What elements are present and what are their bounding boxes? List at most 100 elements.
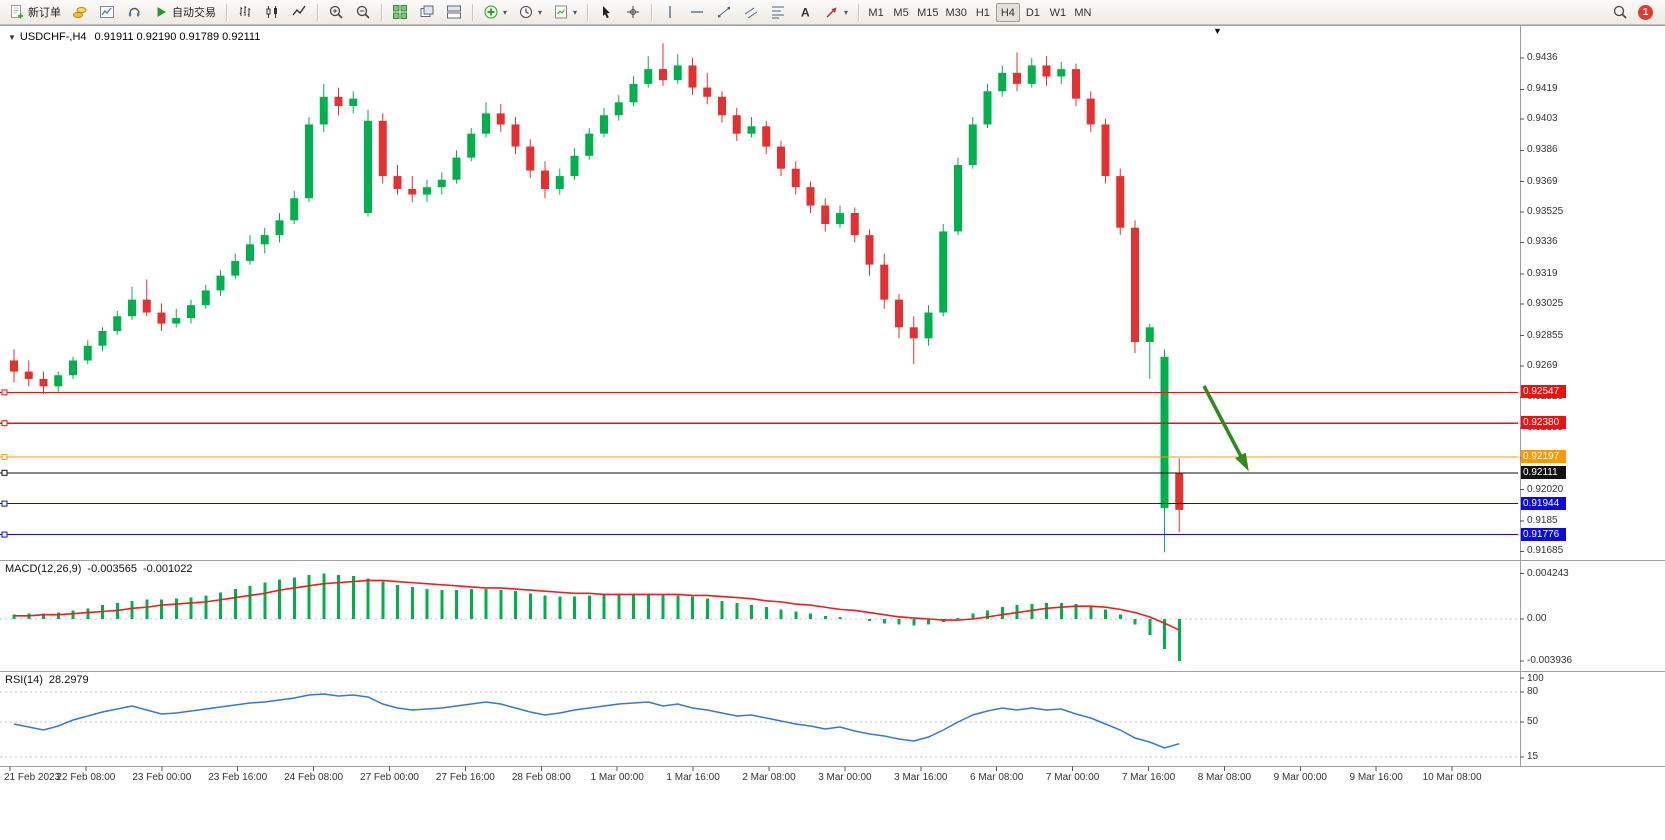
candle-body — [246, 244, 254, 261]
data-window-button[interactable] — [94, 2, 120, 22]
candle-body — [39, 378, 48, 387]
timeframe-d1[interactable]: D1 — [1021, 3, 1045, 22]
line-handle[interactable] — [1, 420, 8, 427]
candle-body — [850, 212, 859, 236]
zoom-in-icon — [329, 5, 343, 19]
channel-button[interactable] — [738, 2, 764, 22]
candle-body — [216, 275, 225, 291]
candle-body — [231, 260, 240, 276]
horizontal-line-button[interactable] — [684, 2, 710, 22]
toolbar-separator — [858, 3, 860, 21]
timeframe-h4[interactable]: H4 — [995, 2, 1020, 22]
dropdown-caret-icon: ▾ — [573, 7, 578, 17]
timeframe-m30[interactable]: M30 — [942, 3, 969, 22]
candle-body — [128, 299, 136, 317]
timeframe-m1[interactable]: M1 — [864, 3, 888, 22]
line-handle[interactable] — [1, 469, 8, 476]
candle-body — [526, 146, 535, 171]
autotrading-play-icon — [157, 7, 166, 17]
zoom-out-icon — [356, 5, 370, 19]
template-icon — [555, 5, 568, 19]
chart-menu-marker-icon[interactable]: ▼ — [1213, 26, 1222, 36]
line-handle[interactable] — [1, 389, 8, 396]
arrange-windows-button[interactable] — [441, 2, 467, 22]
macd-name: MACD(12,26,9) — [5, 563, 82, 575]
candle-body — [437, 179, 446, 188]
crosshair-button[interactable] — [620, 2, 646, 22]
fibonacci-button[interactable] — [765, 2, 791, 22]
candle-body — [334, 96, 343, 107]
indicators-button[interactable]: ▾ — [478, 2, 512, 22]
line-handle[interactable] — [1, 453, 8, 460]
clock-icon — [520, 6, 533, 18]
main-toolbar: 新订单 自动交易 ▾ ▾ — [0, 0, 1665, 25]
channel-icon — [744, 7, 758, 19]
zoom-in-button[interactable] — [323, 2, 349, 22]
mql-community-button[interactable] — [121, 2, 147, 22]
vertical-line-button[interactable] — [657, 2, 683, 22]
candle-body — [673, 65, 682, 81]
candle-body — [1072, 69, 1080, 99]
timeframe-m15[interactable]: M15 — [914, 3, 941, 22]
periods-button[interactable]: ▾ — [513, 2, 547, 22]
market-watch-button[interactable] — [67, 2, 93, 22]
cursor-button[interactable] — [593, 2, 619, 22]
chart-collapse-icon[interactable]: ▼ — [8, 33, 16, 42]
candle-body — [1057, 69, 1066, 77]
candle-body — [954, 165, 962, 232]
candle-body — [644, 69, 653, 84]
line-handle[interactable] — [1, 500, 8, 507]
trendline-button[interactable] — [711, 2, 737, 22]
cursor-icon — [603, 6, 611, 19]
notification-badge[interactable]: 1 — [1638, 4, 1653, 20]
line-chart-button[interactable] — [286, 2, 312, 22]
templates-button[interactable]: ▾ — [548, 2, 582, 22]
timeframe-w1[interactable]: W1 — [1046, 3, 1070, 22]
candle-body — [364, 120, 372, 213]
candle-body — [821, 205, 830, 225]
new-order-button[interactable]: 新订单 — [4, 2, 66, 22]
candlestick-chart-button[interactable] — [259, 2, 285, 22]
candle-body — [1116, 176, 1125, 228]
candle-body — [732, 115, 741, 134]
candle-body — [54, 375, 63, 387]
bar-chart-button[interactable] — [232, 2, 258, 22]
candle-body — [939, 231, 948, 313]
timeframe-m5[interactable]: M5 — [889, 3, 913, 22]
candle-body — [585, 133, 594, 156]
arrows-tool-button[interactable]: ▾ — [819, 2, 853, 22]
coins-icon — [73, 7, 87, 18]
toolbar-separator — [472, 3, 473, 21]
chart-ohlc-values: 0.91911 0.92190 0.91789 0.92111 — [94, 31, 261, 43]
autotrading-label: 自动交易 — [172, 7, 216, 19]
search-button[interactable] — [1607, 2, 1633, 22]
macd-main-value: -0.003565 — [87, 563, 137, 575]
candle-body — [865, 235, 874, 265]
candle-body — [909, 327, 918, 339]
timeframe-h1[interactable]: H1 — [971, 3, 995, 22]
candle-body — [703, 87, 712, 97]
text-tool-button[interactable]: A — [792, 2, 818, 22]
candle-body — [968, 124, 977, 166]
tile-windows-button[interactable] — [387, 2, 413, 22]
candle-body — [201, 290, 210, 306]
candle-body — [629, 83, 638, 103]
text-icon: A — [801, 6, 810, 20]
zoom-out-button[interactable] — [350, 2, 376, 22]
candle-body — [880, 264, 889, 300]
candle-body — [157, 312, 166, 324]
new-order-label: 新订单 — [28, 7, 61, 19]
candle-body — [998, 72, 1007, 92]
candle-body — [1175, 472, 1184, 510]
candle-body — [600, 115, 608, 134]
timeframe-mn[interactable]: MN — [1071, 3, 1095, 22]
trend-arrow-annotation[interactable] — [1202, 385, 1249, 472]
cascade-windows-button[interactable] — [414, 2, 440, 22]
autotrading-button[interactable]: 自动交易 — [148, 2, 221, 22]
candle-body — [1086, 98, 1095, 125]
candle-body — [83, 345, 92, 361]
candle-body — [806, 187, 815, 206]
line-handle[interactable] — [1, 531, 8, 538]
add-indicator-icon — [484, 5, 498, 19]
